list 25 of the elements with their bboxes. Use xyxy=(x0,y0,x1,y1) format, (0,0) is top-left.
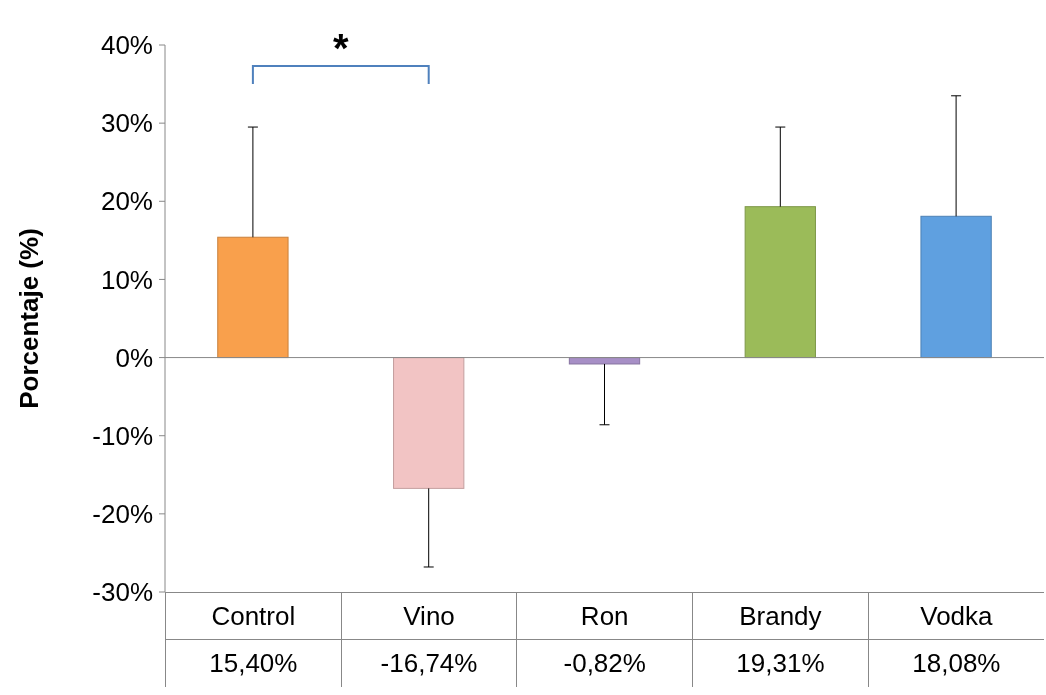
bar xyxy=(744,206,816,359)
x-tick-label: Vino xyxy=(341,592,517,640)
data-label: 19,31% xyxy=(692,639,869,687)
y-axis-title: Porcentaje (%) xyxy=(14,228,44,409)
data-label: 15,40% xyxy=(165,639,342,687)
y-tick-label: -10% xyxy=(92,420,153,451)
x-tick-label: Ron xyxy=(516,592,693,640)
x-tick-label: Brandy xyxy=(692,592,869,640)
y-tick-label: 0% xyxy=(115,342,153,373)
x-tick-label: Vodka xyxy=(868,592,1044,640)
y-tick-label: -20% xyxy=(92,498,153,529)
bar xyxy=(393,357,465,489)
data-label: 18,08% xyxy=(868,639,1044,687)
x-tick-label: Control xyxy=(165,592,342,640)
bar xyxy=(920,215,992,359)
y-tick-label: 20% xyxy=(100,186,153,217)
y-tick-label: 10% xyxy=(100,264,153,295)
annotation: * xyxy=(333,26,350,71)
data-label: -0,82% xyxy=(516,639,693,687)
bar xyxy=(217,236,289,359)
y-tick-label: 40% xyxy=(100,30,153,61)
y-tick-label: -30% xyxy=(92,577,153,608)
bar xyxy=(568,357,641,365)
y-tick-label: 30% xyxy=(100,108,153,139)
data-label: -16,74% xyxy=(341,639,517,687)
